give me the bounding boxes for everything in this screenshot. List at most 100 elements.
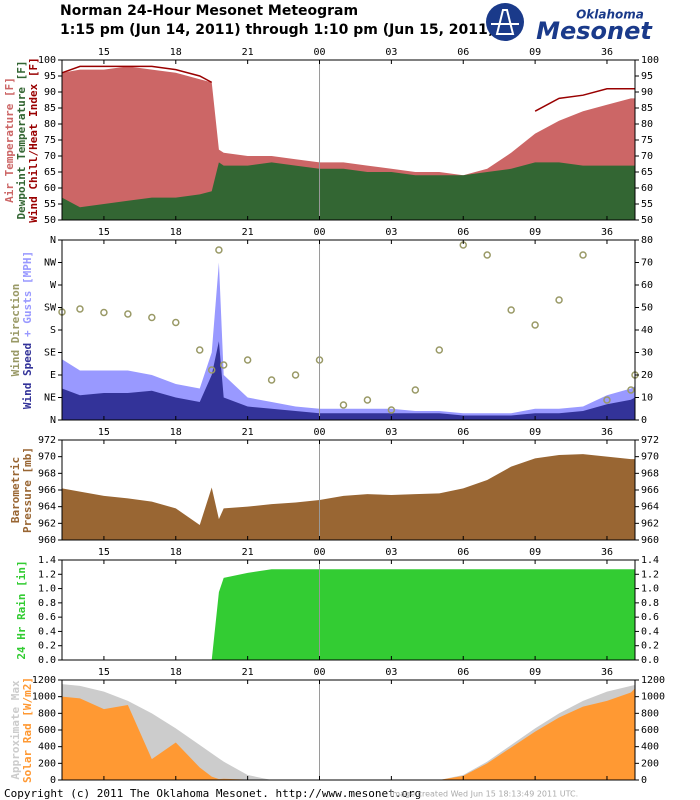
direction-point (243, 356, 252, 364)
direction-point (195, 346, 204, 354)
x-tick-label: 03 (385, 667, 397, 678)
series-area (62, 341, 635, 420)
panel: 0.0 0.2 0.4 0.6 0.8 1.0 1.2 1.4 0.0 0.2 0.4 0.6 0.8 1… (15, 547, 659, 666)
y-axis-label: Wind Chill/Heat Index [F] (27, 57, 40, 223)
y2-tick-label: 960 (641, 535, 659, 546)
direction-point (411, 386, 420, 394)
y-tick-label: 960 (38, 535, 56, 546)
y2-tick-label: 1.4 (641, 555, 659, 566)
direction-point (219, 361, 228, 369)
series-area (62, 569, 635, 660)
y2-tick-label: 65 (641, 167, 653, 178)
y-axis-label: Dewpoint Temperature [F] (15, 61, 28, 220)
y2-tick-label: 55 (641, 199, 653, 210)
logo-bottom: Mesonet (536, 17, 653, 45)
y2-tick-label: 972 (641, 435, 659, 446)
series-area (62, 162, 635, 220)
y2-tick-label: 50 (641, 303, 653, 314)
y2-tick-label: 1.2 (641, 569, 659, 580)
direction-point (76, 305, 84, 313)
panel: N NE E SE S SW W NW N 0 10 20 30 40 50 60 70 80 15 18 21 00 03… (9, 227, 653, 426)
x-tick-label: 15 (98, 547, 110, 558)
y-tick-label: 50 (44, 215, 56, 226)
y2-tick-label: 10 (641, 393, 653, 404)
direction-point (387, 406, 396, 414)
direction-point (291, 371, 300, 379)
y2-tick-label: 0 (641, 415, 647, 426)
direction-point (603, 396, 611, 404)
y2-tick-label: 80 (641, 119, 653, 130)
direction-point (531, 321, 539, 329)
x-tick-label: 09 (529, 667, 541, 678)
y-axis-label: Barometric (9, 457, 22, 523)
y-tick-label: 800 (38, 708, 56, 719)
y2-tick-label: 400 (641, 742, 659, 753)
y-axis-label: Wind Speed + Gusts [MPH] (21, 251, 34, 409)
y-tick-label: 80 (44, 119, 56, 130)
y-axis-label: Solar Rad [W/m2] (21, 677, 34, 783)
x-tick-label: 21 (242, 547, 254, 558)
y-tick-label: 95 (44, 71, 56, 82)
y-tick-label: SW (44, 303, 57, 314)
y-tick-label: 60 (44, 183, 56, 194)
y-axis-label-part: Approximate Max (9, 680, 22, 780)
y2-tick-label: 0.8 (641, 598, 659, 609)
direction-point (100, 308, 108, 317)
y-tick-label: 85 (44, 103, 56, 114)
panel: 50 55 60 65 70 75 80 85 90 95 100 50 55 60 65 70 75 80 85 9… (3, 47, 659, 226)
y-tick-label: NW (44, 258, 57, 269)
direction-point (579, 251, 587, 259)
y-axis-label: Approximate Max (9, 680, 22, 780)
y-axis-label-part: Wind Speed (21, 343, 34, 409)
y2-tick-label: 0.2 (641, 641, 659, 652)
y-axis-label-part: 24 Hr Rain [in] (15, 560, 28, 659)
y2-tick-label: 0 (641, 775, 647, 786)
x-tick-label: 00 (313, 47, 325, 58)
y-tick-label: 970 (38, 452, 56, 463)
x-tick-label: 09 (529, 227, 541, 238)
x-tick-label: 36 (601, 427, 613, 438)
x-tick-label: 06 (457, 547, 469, 558)
y-tick-label: 75 (44, 135, 56, 146)
y2-tick-label: 1000 (641, 692, 665, 703)
subtitle: 1:15 pm (Jun 14, 2011) through 1:10 pm (… (60, 22, 494, 38)
x-tick-label: 21 (242, 667, 254, 678)
x-tick-label: 21 (242, 227, 254, 238)
series-area (62, 454, 635, 540)
x-tick-label: 00 (313, 227, 325, 238)
y-tick-label: 0.4 (38, 626, 56, 637)
direction-point (172, 318, 180, 327)
x-tick-label: 18 (170, 547, 182, 558)
direction-point (124, 310, 132, 318)
y2-tick-label: 20 (641, 370, 653, 381)
y-tick-label: 0.6 (38, 612, 56, 623)
direction-point (267, 376, 276, 384)
y-tick-label: 0.2 (38, 641, 56, 652)
y2-tick-label: 600 (641, 725, 659, 736)
y-tick-label: 1200 (32, 675, 56, 686)
x-tick-label: 18 (170, 47, 182, 58)
y-axis-label-part: Barometric (9, 457, 22, 523)
y-axis-label: 24 Hr Rain [in] (15, 560, 28, 659)
logo: Oklahoma Mesonet (486, 3, 653, 45)
x-tick-label: 36 (601, 227, 613, 238)
y2-tick-label: 800 (641, 708, 659, 719)
y-tick-label: 0 (50, 775, 56, 786)
y2-tick-label: 30 (641, 348, 653, 359)
y2-tick-label: 95 (641, 71, 653, 82)
y2-tick-label: 962 (641, 518, 659, 529)
y-axis-label-part: Dewpoint Temperature [F] (15, 61, 28, 220)
y2-tick-label: 75 (641, 135, 653, 146)
y-tick-label: 1.0 (38, 584, 56, 595)
y-tick-label: 70 (44, 151, 56, 162)
x-tick-label: 03 (385, 427, 397, 438)
x-tick-label: 09 (529, 547, 541, 558)
x-tick-label: 15 (98, 427, 110, 438)
x-tick-label: 18 (170, 667, 182, 678)
y-axis-label-part: Wind Chill/Heat Index [F] (27, 57, 40, 223)
y-tick-label: 966 (38, 485, 56, 496)
x-tick-label: 03 (385, 227, 397, 238)
x-tick-label: 06 (457, 667, 469, 678)
series-area (62, 684, 635, 780)
